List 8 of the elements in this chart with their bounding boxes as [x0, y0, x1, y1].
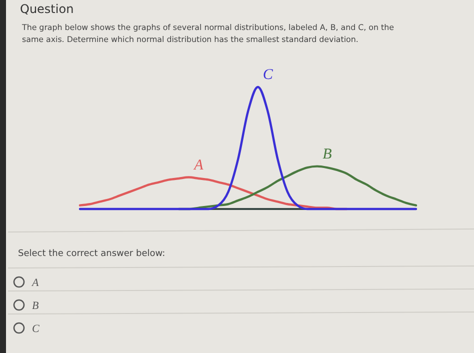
text: A: [31, 277, 39, 289]
series-label: C: [262, 67, 274, 83]
text: C: [32, 323, 40, 335]
series-label: B: [322, 146, 332, 162]
text: B: [32, 300, 39, 312]
chart-title: Question: [20, 2, 74, 16]
series-label: A: [193, 157, 204, 174]
text: Select the correct answer below:: [18, 249, 166, 259]
